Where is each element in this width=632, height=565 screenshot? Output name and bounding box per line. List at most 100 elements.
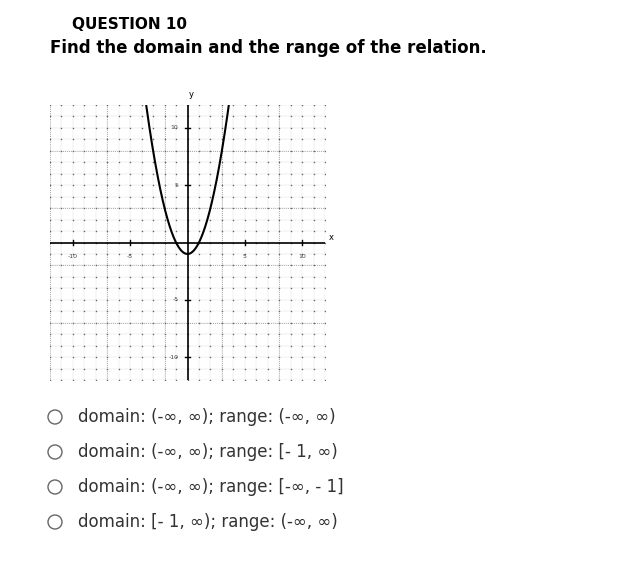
Point (205, 353, 216, 362)
Point (274, 238, 284, 247)
Point (297, 146, 307, 155)
Point (102, 135, 112, 144)
Point (56, 238, 66, 247)
Point (114, 181, 124, 190)
Point (205, 364, 216, 373)
Point (183, 238, 193, 247)
Point (45, 112, 55, 121)
Text: x: x (329, 233, 334, 242)
Point (137, 284, 147, 293)
Point (320, 284, 330, 293)
Point (183, 158, 193, 167)
Point (148, 307, 158, 316)
Point (159, 215, 169, 224)
Point (148, 112, 158, 121)
Point (297, 203, 307, 212)
Point (171, 272, 181, 281)
Point (228, 353, 238, 362)
Point (308, 329, 319, 338)
Point (159, 101, 169, 110)
Point (217, 146, 227, 155)
Point (159, 170, 169, 179)
Point (217, 123, 227, 132)
Point (137, 123, 147, 132)
Point (217, 353, 227, 362)
Point (297, 112, 307, 121)
Point (68, 112, 78, 121)
Point (263, 215, 273, 224)
Point (240, 249, 250, 258)
Point (171, 307, 181, 316)
Point (286, 272, 296, 281)
Point (45, 181, 55, 190)
Point (171, 249, 181, 258)
Point (114, 261, 124, 270)
Point (45, 146, 55, 155)
Point (308, 376, 319, 385)
Point (171, 238, 181, 247)
Point (56, 341, 66, 350)
Point (286, 123, 296, 132)
Point (308, 203, 319, 212)
Point (45, 227, 55, 236)
Point (80, 181, 90, 190)
Point (68, 364, 78, 373)
Point (80, 376, 90, 385)
Point (205, 318, 216, 327)
Point (114, 170, 124, 179)
Point (194, 238, 204, 247)
Point (286, 329, 296, 338)
Point (240, 284, 250, 293)
Point (228, 318, 238, 327)
Point (56, 329, 66, 338)
Point (297, 227, 307, 236)
Point (194, 272, 204, 281)
Point (228, 272, 238, 281)
Point (171, 192, 181, 201)
Point (205, 146, 216, 155)
Point (240, 112, 250, 121)
Point (91, 364, 101, 373)
Point (91, 227, 101, 236)
Point (297, 364, 307, 373)
Point (102, 272, 112, 281)
Point (45, 158, 55, 167)
Point (148, 203, 158, 212)
Point (308, 227, 319, 236)
Point (159, 295, 169, 305)
Point (68, 101, 78, 110)
Point (102, 329, 112, 338)
Point (148, 364, 158, 373)
Point (125, 318, 135, 327)
Point (308, 272, 319, 281)
Point (297, 135, 307, 144)
Point (159, 227, 169, 236)
Point (286, 353, 296, 362)
Point (308, 295, 319, 305)
Point (297, 215, 307, 224)
Point (228, 227, 238, 236)
Point (91, 192, 101, 201)
Point (114, 295, 124, 305)
Point (240, 170, 250, 179)
Point (91, 329, 101, 338)
Point (102, 261, 112, 270)
Point (205, 376, 216, 385)
Point (251, 170, 261, 179)
Point (137, 249, 147, 258)
Point (159, 376, 169, 385)
Point (91, 318, 101, 327)
Point (240, 203, 250, 212)
Point (217, 158, 227, 167)
Point (171, 170, 181, 179)
Point (297, 295, 307, 305)
Point (194, 353, 204, 362)
Point (274, 272, 284, 281)
Point (91, 112, 101, 121)
Point (45, 170, 55, 179)
Point (125, 112, 135, 121)
Point (320, 227, 330, 236)
Point (68, 203, 78, 212)
Point (102, 203, 112, 212)
Point (91, 272, 101, 281)
